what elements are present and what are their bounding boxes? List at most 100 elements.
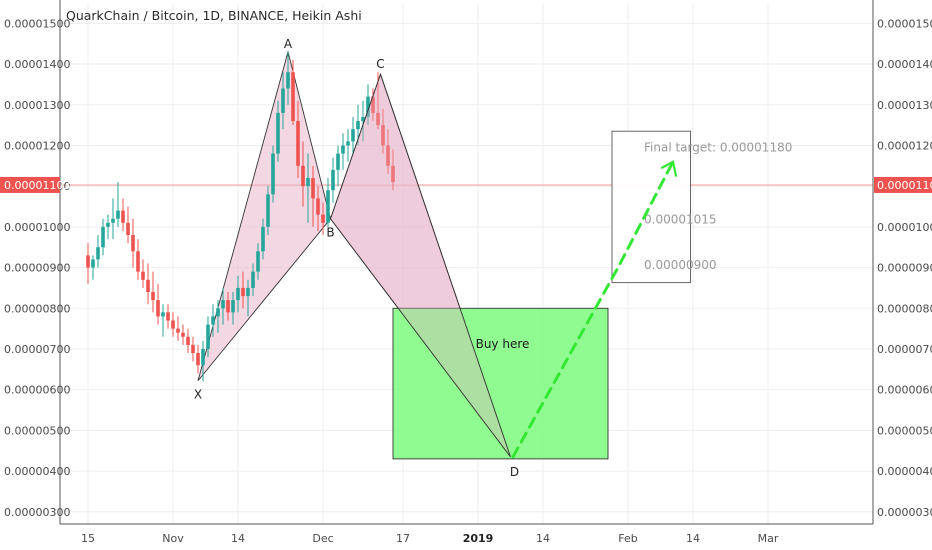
candle-body — [206, 324, 210, 349]
candle-body — [336, 153, 340, 170]
candle-body — [161, 312, 165, 317]
x-tick-label: 17 — [396, 532, 410, 545]
candle-body — [326, 190, 330, 223]
candle-body — [146, 279, 150, 292]
candle-body — [296, 121, 300, 166]
candle-body — [131, 235, 135, 252]
candle-body — [246, 287, 250, 297]
x-tick-label: Nov — [162, 532, 184, 545]
candle-body — [96, 247, 100, 260]
y-tick-label-right: 0.00000300 — [877, 506, 932, 519]
candle-body — [321, 214, 325, 223]
candle-body — [101, 226, 105, 248]
candle-body — [351, 129, 355, 142]
candle-body — [366, 96, 370, 117]
y-tick-label-left: 0.00000700 — [4, 343, 70, 356]
y-tick-label-left: 0.00000300 — [4, 506, 70, 519]
candle-body — [361, 116, 365, 122]
y-tick-label-left: 0.00000400 — [4, 465, 70, 478]
candle-body — [316, 198, 320, 215]
x-tick-label: 14 — [231, 532, 245, 545]
y-tick-label-left: 0.00000500 — [4, 424, 70, 437]
y-tick-label-right: 0.00001400 — [877, 58, 932, 71]
candle-body — [191, 344, 195, 354]
candle-body — [331, 169, 335, 191]
pattern-point-c: C — [376, 57, 384, 71]
candle-body — [136, 251, 140, 272]
candle-body — [266, 194, 270, 227]
current-price-label-left: 0.00001103 — [4, 179, 70, 192]
y-tick-label-left: 0.00001200 — [4, 139, 70, 152]
x-tick-label: 2019 — [463, 532, 494, 545]
candle-body — [276, 112, 280, 154]
candle-body — [381, 125, 385, 146]
candle-body — [281, 88, 285, 113]
y-tick-label-left: 0.00000600 — [4, 384, 70, 397]
y-tick-label-left: 0.00001500 — [4, 17, 70, 30]
candle-body — [156, 300, 160, 317]
candle-body — [211, 316, 215, 325]
candle-body — [171, 320, 175, 329]
y-tick-label-left: 0.00000800 — [4, 302, 70, 315]
candle-body — [256, 251, 260, 272]
candle-body — [251, 271, 255, 288]
candle-body — [181, 332, 185, 337]
y-tick-label-right: 0.00000900 — [877, 262, 932, 275]
candle-body — [371, 96, 375, 113]
candle-body — [91, 259, 95, 268]
y-tick-label-right: 0.00000600 — [877, 384, 932, 397]
candle-body — [201, 348, 205, 366]
pattern-point-b: B — [326, 226, 334, 240]
candle-body — [141, 271, 145, 280]
candle-body — [126, 222, 130, 236]
y-tick-label-right: 0.00001000 — [877, 221, 932, 234]
target-label-1: 0.00001015 — [644, 213, 717, 227]
pattern-point-x: X — [194, 388, 202, 402]
candle-body — [186, 336, 190, 345]
y-tick-label-left: 0.00001300 — [4, 99, 70, 112]
candle-body — [356, 121, 360, 130]
candle-body — [106, 222, 110, 227]
candle-body — [226, 300, 230, 313]
x-tick-label: Dec — [312, 532, 333, 545]
candle-body — [116, 210, 120, 219]
current-price-label-right: 0.00001103 — [877, 179, 932, 192]
y-tick-label-right: 0.00000700 — [877, 343, 932, 356]
candle-body — [176, 328, 180, 333]
projection-arrowhead — [660, 160, 678, 177]
candle-body — [306, 178, 310, 187]
candle-body — [386, 145, 390, 166]
candle-body — [376, 112, 380, 126]
y-tick-label-left: 0.00000900 — [4, 262, 70, 275]
y-tick-label-left: 0.00001000 — [4, 221, 70, 234]
candle-body — [341, 145, 345, 154]
candle-body — [216, 308, 220, 317]
target-box — [611, 130, 691, 284]
bcd-triangle-overlay — [329, 72, 511, 458]
current-price-badge-right — [874, 176, 932, 193]
candle-body — [166, 312, 170, 321]
y-tick-label-right: 0.00001200 — [877, 139, 932, 152]
current-price-badge-left — [0, 176, 60, 193]
candle-body — [286, 72, 290, 89]
candle-body — [151, 291, 155, 301]
x-tick-label: 14 — [536, 532, 550, 545]
y-tick-label-right: 0.00000400 — [877, 465, 932, 478]
candle-body — [301, 165, 305, 187]
candles — [86, 51, 395, 382]
buy-zone-label: Buy here — [476, 337, 530, 351]
pattern-point-a: A — [284, 37, 293, 51]
y-tick-label-left: 0.00001400 — [4, 58, 70, 71]
candle-body — [111, 218, 115, 223]
annotations: Buy here Final target: 0.00001180 0.000010… — [194, 37, 792, 479]
candle-body — [196, 353, 200, 366]
candle-body — [241, 287, 245, 297]
x-tick-label: 14 — [686, 532, 700, 545]
y-tick-label-right: 0.00001300 — [877, 99, 932, 112]
y-tick-label-right: 0.00000800 — [877, 302, 932, 315]
candle-body — [261, 226, 265, 252]
chart-title: QuarkChain / Bitcoin, 1D, BINANCE, Heiki… — [66, 8, 362, 23]
